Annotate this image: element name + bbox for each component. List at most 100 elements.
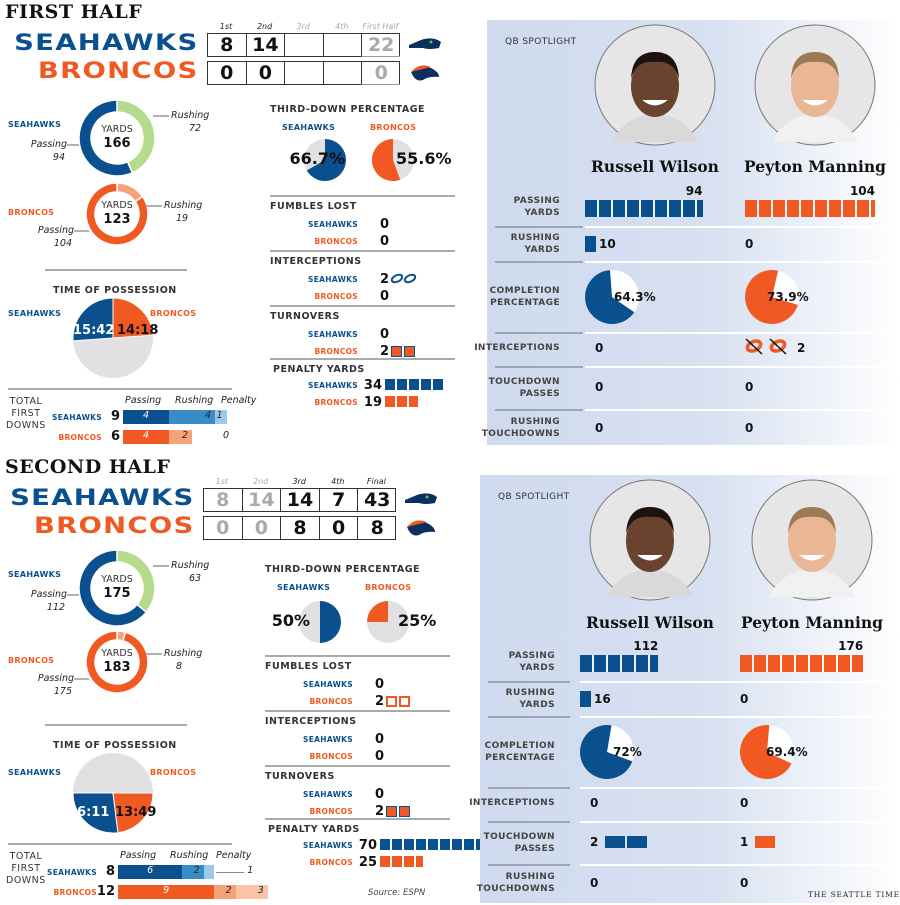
fumble-box: [386, 696, 397, 707]
first-downs-header: Passing: [125, 395, 162, 406]
passing-segment: [78, 99, 134, 177]
qb-row-label: PASSING YARDS: [513, 196, 560, 218]
football: [403, 273, 417, 284]
score-cell: 22: [361, 33, 400, 57]
passing-segment: [85, 630, 149, 694]
possession-seahawks-label: SEAHAWKS: [8, 309, 62, 318]
first-downs-rushing-value: 4: [204, 410, 211, 421]
quarter-header: 1st: [219, 22, 233, 31]
divider: [580, 787, 900, 789]
football: [745, 339, 763, 353]
first-downs-passing-value: 4: [142, 410, 150, 421]
hair: [631, 52, 679, 79]
first-downs-passing-value: 9: [163, 885, 170, 896]
smile: [799, 554, 825, 561]
qb-row-label: RUSHING YARDS: [505, 688, 555, 710]
third-down-broncos-label: BRONCOS: [365, 583, 412, 592]
remaining-time-segment: [73, 335, 153, 378]
divider: [270, 305, 455, 307]
possession-pie-chart: [72, 297, 154, 378]
quarter-header: 4th: [335, 22, 349, 31]
player-name: Russell Wilson: [591, 157, 719, 176]
yards-total: 175: [103, 586, 131, 601]
divider: [495, 226, 583, 228]
football: [390, 273, 404, 284]
fumble-box: [399, 696, 410, 707]
interceptions-team-label: SEAHAWKS: [303, 735, 353, 744]
completion-segment: [585, 270, 635, 324]
rushing-yards-bar: [580, 691, 591, 707]
yards-center-label: YARDS: [101, 200, 133, 211]
fumbles-title: FUMBLES LOST: [265, 661, 352, 672]
rushing-value: 19: [176, 213, 189, 224]
divider: [488, 681, 570, 683]
hair: [791, 52, 839, 79]
player-photo: [754, 24, 876, 146]
broncos-logo-icon: [411, 65, 439, 81]
rushing-yards-value: 10: [599, 237, 616, 251]
fumbles-seahawks-value: 0: [375, 677, 385, 692]
turnovers-broncos-value: 2: [375, 804, 385, 819]
seahawks-logo-icon: [405, 493, 437, 504]
broncos-logo-icon: [407, 520, 435, 536]
qb-row-label: INTERCEPTIONS: [474, 343, 560, 353]
strike: [769, 338, 787, 355]
first-downs-header: Rushing: [175, 395, 214, 406]
player-name: Russell Wilson: [586, 613, 714, 632]
intercepted-football-icon: [769, 338, 787, 355]
first-downs-total: 12: [96, 884, 115, 899]
first-downs-team-label: BRONCOS: [53, 888, 97, 897]
second-half-title: SECOND HALF: [5, 456, 171, 478]
third-down-seahawks-label: SEAHAWKS: [282, 123, 336, 132]
first-downs-penalty-value: 1: [247, 865, 254, 876]
first-downs-rushing-value: 2: [225, 885, 232, 896]
eye: [425, 495, 429, 499]
score-row: 8 14 22: [207, 33, 400, 57]
first-downs-passing-bar: 4: [123, 410, 169, 424]
first-downs-penalty-value: 3: [257, 885, 264, 896]
completion-pie-chart: [585, 270, 639, 324]
interceptions-broncos-value: 0: [375, 749, 385, 764]
penalty_yards-seahawks-value: 34: [363, 378, 382, 393]
first-downs-header: Passing: [120, 850, 157, 861]
rushing-yards-bar: [585, 236, 596, 252]
td-passes-value: 0: [745, 380, 754, 394]
first-downs-penalty-value: 1: [216, 410, 223, 421]
first-downs-passing-bar: 6: [118, 865, 183, 879]
quarter-header: 1st: [215, 477, 229, 486]
rushing-yards-value: 16: [594, 692, 611, 706]
turnover-box: [386, 806, 397, 817]
shoulders: [772, 114, 858, 142]
yards-center-label: YARDS: [101, 648, 133, 659]
team-name-seahawks: SEAHAWKS: [10, 486, 195, 511]
qb-row-label: COMPLETION PERCENTAGE: [489, 286, 560, 308]
player-name: Peyton Manning: [740, 613, 883, 632]
first-downs-rushing-bar: 2: [169, 430, 192, 444]
seahawks-third-down-segment: [306, 139, 346, 181]
rushing-td-value: 0: [740, 876, 749, 890]
rushing-td-value: 0: [590, 876, 599, 890]
yards-total: 183: [103, 660, 131, 675]
seahawk-head: [405, 493, 437, 504]
broncos-third-down-segment: [371, 139, 401, 181]
third-down-pie-chart: [304, 139, 414, 181]
first-downs-penalty-bar: 3: [235, 885, 268, 899]
turnovers-team-label: BRONCOS: [309, 807, 353, 816]
third-down-seahawks-pct: 66.7%: [289, 149, 345, 168]
first-downs-rushing-value: 2: [193, 865, 200, 876]
yards-team-label: BRONCOS: [8, 208, 55, 217]
score-cell: 0: [361, 61, 400, 85]
score-cell: 14: [280, 488, 319, 512]
passing-segment: [85, 182, 149, 246]
completion-value: 73.9%: [767, 290, 809, 304]
rushing-yards-value: 0: [745, 237, 754, 251]
first-half-title: FIRST HALF: [5, 1, 143, 23]
first-downs-rushing-bar: 2: [182, 865, 204, 879]
possession-broncos-label: BRONCOS: [150, 309, 197, 318]
passing-value: 175: [53, 686, 72, 697]
rushing-value: 63: [189, 573, 202, 584]
strike: [745, 338, 763, 355]
yards-donut-chart: [74, 630, 162, 694]
